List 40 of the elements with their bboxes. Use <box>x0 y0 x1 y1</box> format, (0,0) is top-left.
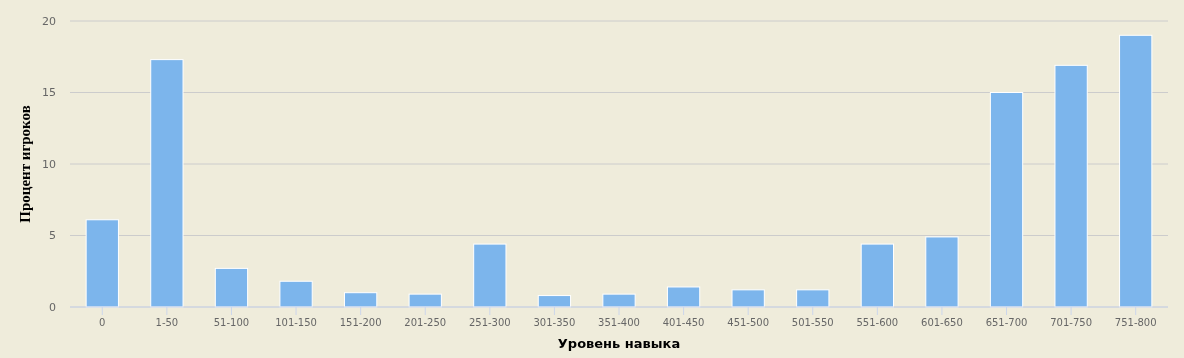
bar <box>473 243 507 308</box>
x-tick-label: 51-100 <box>213 317 250 328</box>
bar <box>214 267 249 308</box>
x-tick-label: 0 <box>99 317 106 328</box>
bar <box>344 292 378 308</box>
x-tick-label: 251-300 <box>468 317 511 328</box>
bar <box>666 286 701 308</box>
x-tick-label: 201-250 <box>404 317 447 328</box>
x-tick-label: 401-450 <box>662 317 705 328</box>
x-tick-label: 351-400 <box>598 317 640 328</box>
x-tick-label: 101-150 <box>275 317 317 328</box>
y-tick-label: 0 <box>49 300 56 314</box>
x-axis-title: Уровень навыка <box>557 336 681 351</box>
x-tick-label: 701-750 <box>1050 317 1093 328</box>
x-tick-label: 501-550 <box>791 317 834 328</box>
x-tick-label: 651-700 <box>985 317 1028 328</box>
y-tick-label: 5 <box>49 229 56 243</box>
bar <box>731 289 765 308</box>
bar <box>860 243 894 308</box>
bar <box>150 59 184 308</box>
x-tick-label: 1-50 <box>155 317 179 328</box>
x-tick-label: 151-200 <box>339 317 382 328</box>
x-tick-label: 551-600 <box>856 317 899 328</box>
x-tick-label: 751-800 <box>1114 317 1157 328</box>
y-tick-label: 20 <box>42 14 56 28</box>
bar <box>279 280 313 308</box>
y-tick-label: 15 <box>42 86 56 100</box>
bar <box>796 289 830 308</box>
bar <box>602 293 636 308</box>
bar <box>989 92 1024 308</box>
y-axis-title: Процент игроков <box>17 105 33 223</box>
bar <box>408 293 442 308</box>
x-tick-label: 451-500 <box>727 317 770 328</box>
bar <box>85 219 119 308</box>
x-tick-label: 601-650 <box>921 317 963 328</box>
x-tick-label: 301-350 <box>533 317 576 328</box>
bar <box>925 236 959 308</box>
bar <box>1054 64 1088 308</box>
y-tick-label: 10 <box>42 157 56 171</box>
bar <box>1119 34 1153 308</box>
